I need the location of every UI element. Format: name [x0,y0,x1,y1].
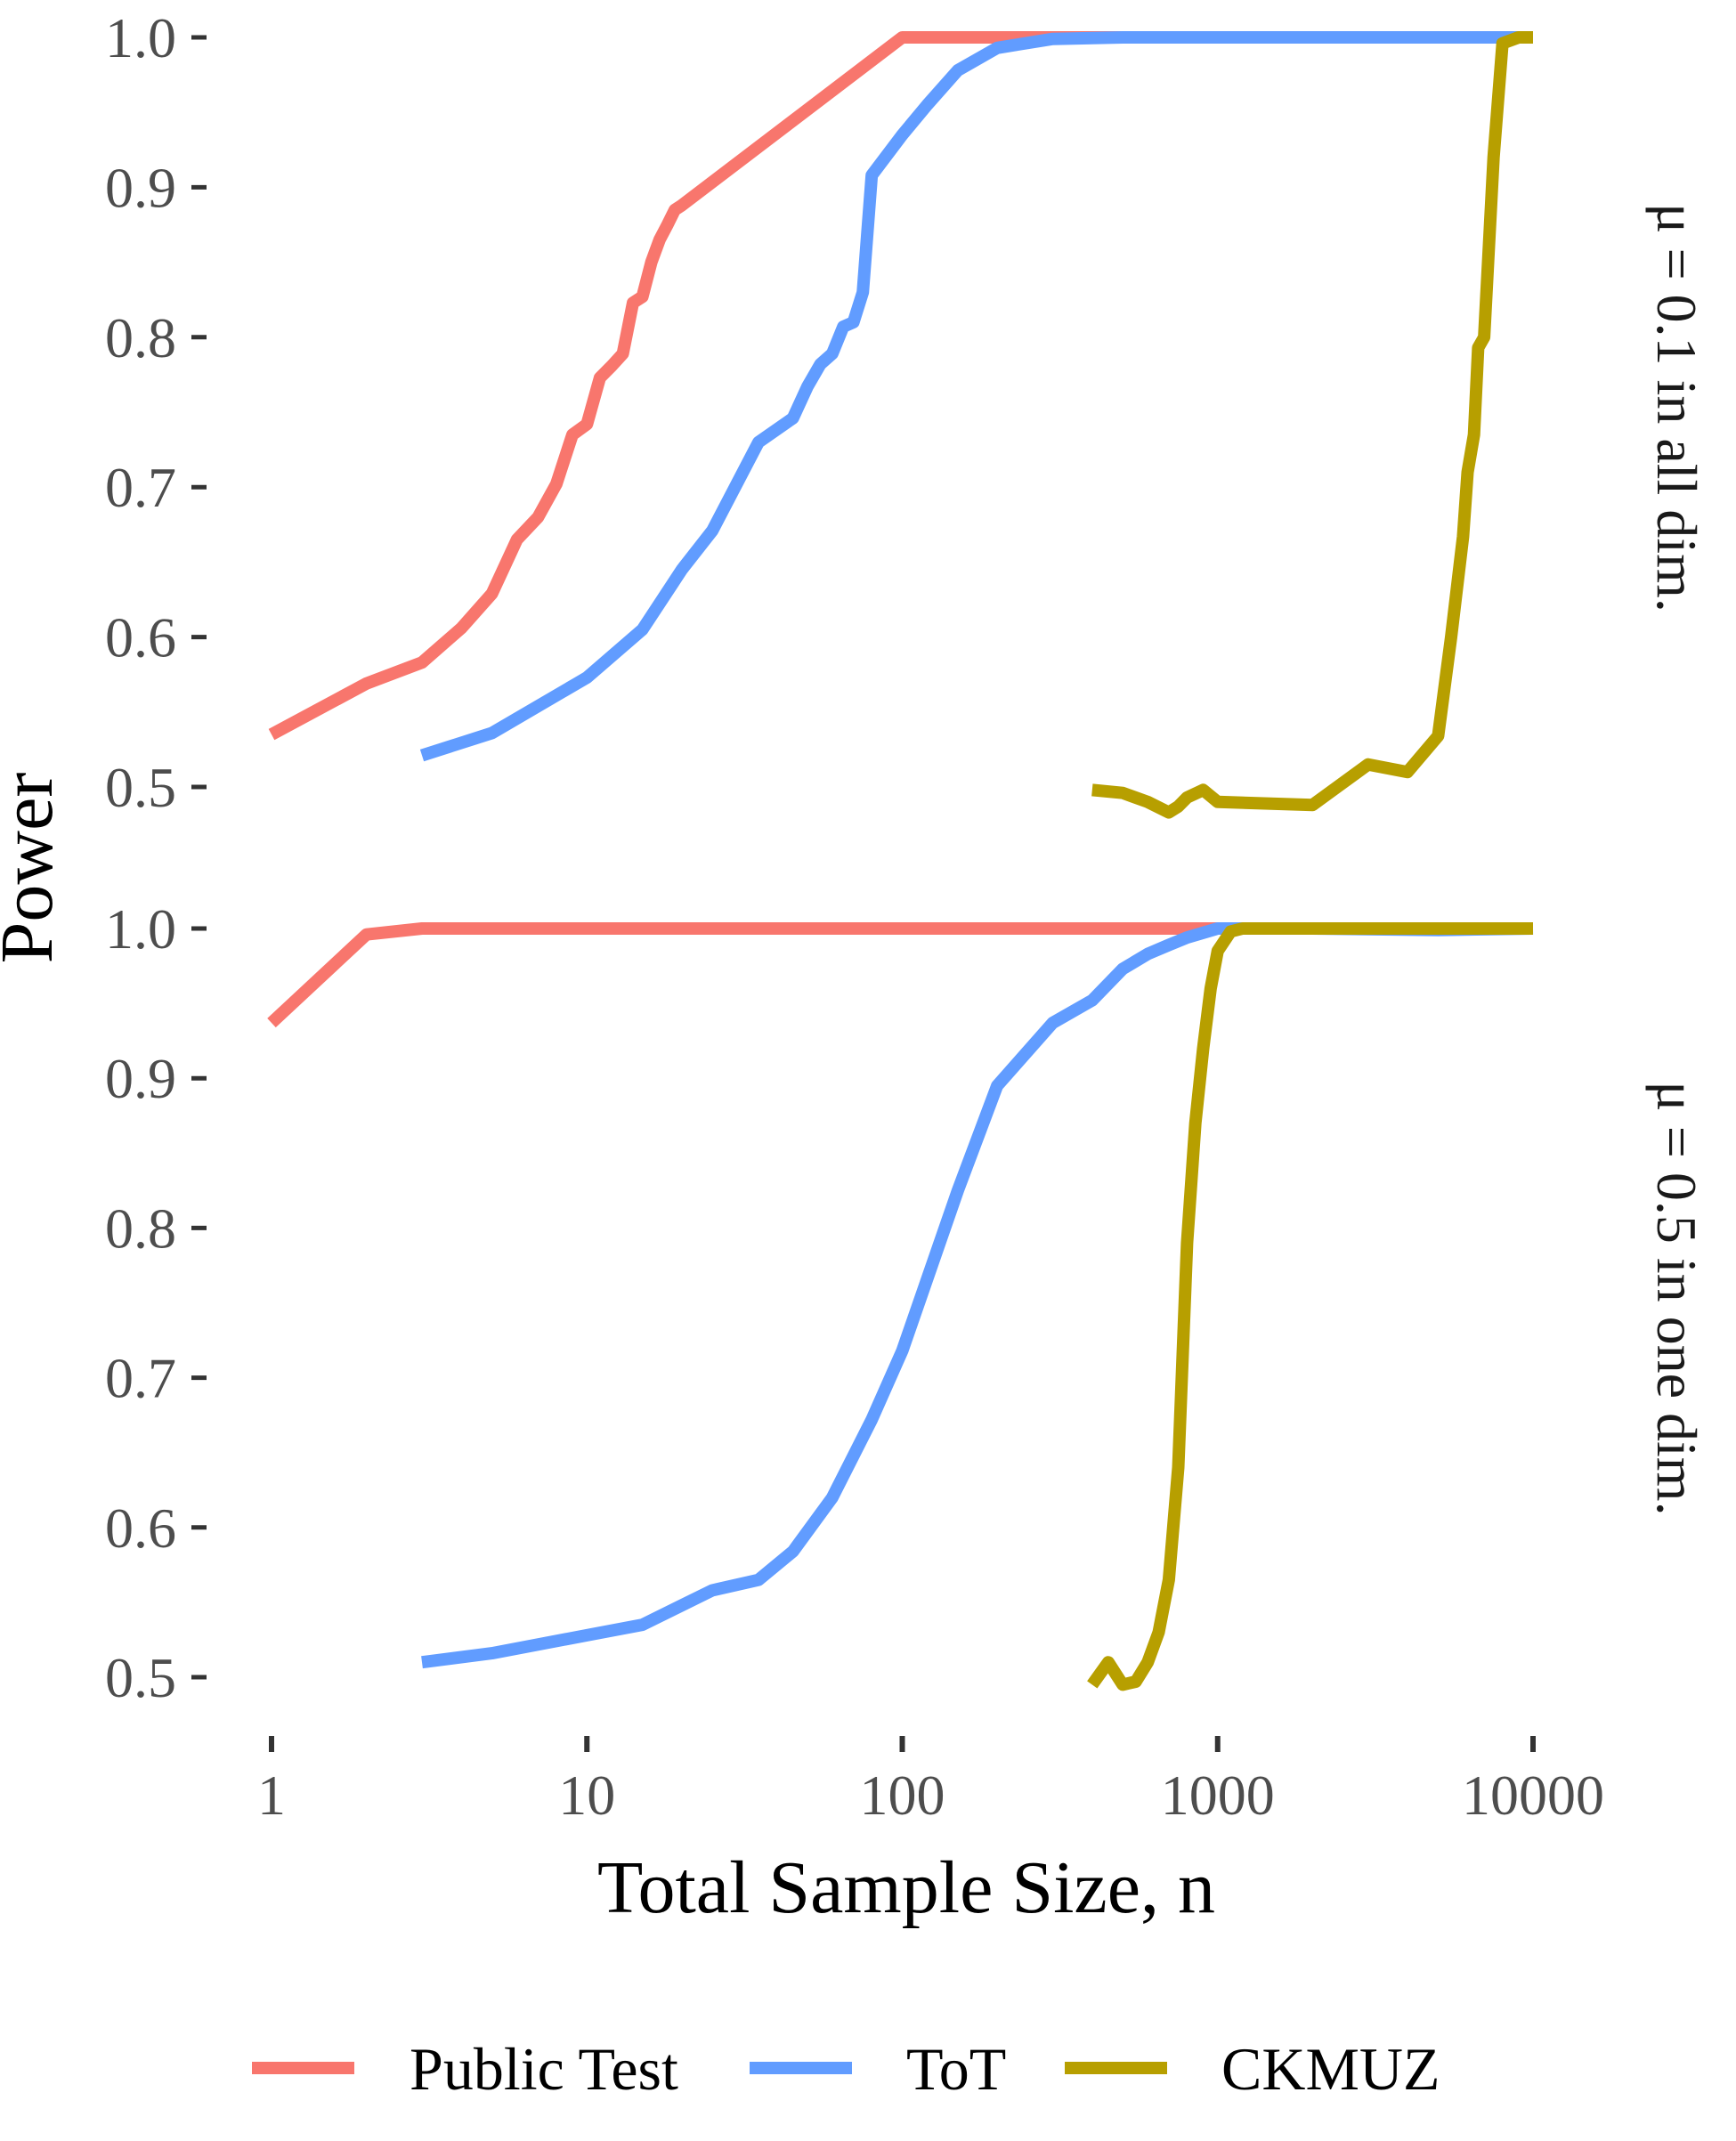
series-line-public-test [268,31,1533,741]
legend-label-public-test: Public Test [410,2035,678,2103]
series-line-tot [421,922,1534,1669]
x-axis: 1 10 100 1000 10000 [257,1736,1604,1827]
facet-strip-label: μ = 0.1 in all dim. [1645,203,1708,612]
y-tick-label: 0.7 [105,1347,176,1410]
x-tick-label: 1000 [1161,1764,1275,1827]
panel-1: 0.5 0.6 0.7 0.8 0.9 1.0 μ = 0.1 in all dim. [105,6,1708,819]
panels-layer: 0.50.60.70.80.91.0μ = 0.1 in all dim.0.5… [105,6,1708,1709]
series-line-tot [419,31,1533,762]
y-tick-label: 0.5 [105,756,176,819]
y-tick-label: 0.6 [105,1496,176,1560]
y-tick-label: 0.5 [105,1646,176,1709]
panel-2: 0.5 0.6 0.7 0.8 0.9 1.0 μ = 0.5 in one dim. [105,897,1708,1709]
y-tick-label: 0.9 [105,1047,176,1110]
legend-label-tot: ToT [906,2035,1006,2103]
x-tick-label: 10000 [1462,1764,1604,1827]
x-tick-label: 10 [558,1764,615,1827]
y-tick-label: 0.6 [105,606,176,669]
x-tick-label: 1 [257,1764,286,1827]
y-tick-label: 0.8 [105,306,176,369]
facet-strip-label: μ = 0.5 in one dim. [1645,1081,1708,1515]
series-line-ckmuz [1091,31,1533,819]
x-tick-label: 100 [860,1764,945,1827]
series-line-ckmuz [1087,922,1533,1691]
y-tick-label: 0.9 [105,156,176,219]
legend-label-ckmuz: CKMUZ [1221,2035,1440,2103]
y-axis-title: Power [0,773,69,964]
series-line-public-test [267,922,1533,1028]
y-tick-label: 0.7 [105,456,176,519]
x-axis-title: Total Sample Size, n [597,1846,1215,1929]
y-tick-label: 1.0 [105,897,176,961]
y-tick-label: 0.8 [105,1196,176,1260]
y-tick-label: 1.0 [105,6,176,69]
legend: Public Test ToT CKMUZ [252,2035,1440,2103]
